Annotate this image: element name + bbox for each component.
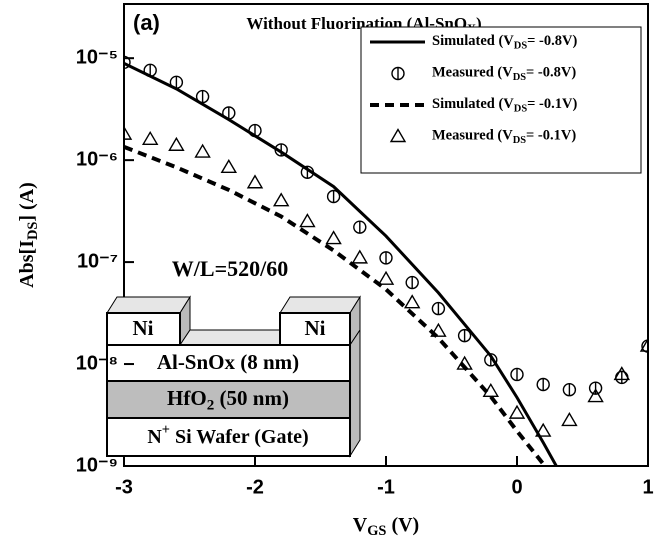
marker <box>194 143 211 158</box>
marker <box>639 337 648 352</box>
y-tick-label: 10⁻⁶ <box>76 148 118 170</box>
marker <box>613 366 631 381</box>
marker-ring <box>124 55 131 70</box>
marker <box>141 130 159 146</box>
marker <box>169 75 184 90</box>
marker <box>248 123 262 138</box>
marker <box>351 249 369 264</box>
marker <box>508 404 526 419</box>
panel-label: (a) <box>133 10 160 35</box>
series-line <box>124 61 558 466</box>
marker <box>403 294 421 309</box>
marker <box>246 174 264 189</box>
stack-side <box>349 328 361 458</box>
marker <box>431 301 446 316</box>
y-tick-label: 10⁻⁹ <box>76 454 118 476</box>
series-line <box>124 144 545 466</box>
y-tick-label: 10⁻⁷ <box>77 250 118 272</box>
inset-label: Al-SnOx (8 nm) <box>157 350 299 374</box>
marker <box>510 367 524 382</box>
marker <box>456 355 473 370</box>
marker <box>220 158 238 174</box>
marker <box>326 189 341 204</box>
marker <box>325 230 342 245</box>
marker <box>534 422 552 437</box>
gate-layer <box>106 417 351 457</box>
marker <box>377 270 395 285</box>
marker <box>379 251 393 265</box>
x-tick-label: -1 <box>377 476 395 498</box>
legend-label: Measured (VDS​= -0.8V) <box>432 65 576 83</box>
x-axis-label: VGS​ (V) <box>353 514 419 540</box>
marker <box>482 382 500 398</box>
y-tick-label: 10⁻⁸ <box>76 352 118 374</box>
x-tick-label: 1 <box>642 476 653 498</box>
marker <box>536 377 550 392</box>
marker <box>274 143 288 157</box>
x-tick-label: 0 <box>511 476 522 498</box>
ni-top <box>106 296 191 314</box>
marker <box>457 328 472 343</box>
x-tick-label: -3 <box>115 476 133 498</box>
marker <box>222 106 236 120</box>
marker-ring <box>641 339 648 353</box>
marker <box>124 55 131 70</box>
marker <box>391 66 405 81</box>
marker <box>168 136 185 151</box>
marker <box>561 412 578 427</box>
legend-label: Simulated (VDS​= -0.8V) <box>432 33 577 51</box>
inset-title: W/L=520/60 <box>172 256 288 281</box>
plot-area <box>124 55 648 466</box>
legend-label: Measured (VDS​= -0.1V) <box>432 128 576 146</box>
legend-label: Simulated (VDS​= -0.1V) <box>432 96 577 114</box>
device-inset: W/L=520/60 Ni Ni Al-SnOx (8 nm) HfO2​ (5… <box>106 256 361 458</box>
marker <box>562 383 577 397</box>
marker <box>300 165 315 179</box>
marker <box>405 275 419 290</box>
marker <box>484 353 498 367</box>
marker <box>195 89 210 104</box>
marker <box>389 128 407 143</box>
marker <box>641 339 648 353</box>
marker <box>430 322 447 337</box>
y-tick-label: 10⁻⁵ <box>76 46 118 68</box>
marker <box>587 388 604 403</box>
inset-label: Ni <box>305 316 326 340</box>
inset-label: HfO2​ (50 nm) <box>167 386 289 414</box>
marker <box>299 213 316 228</box>
inset-label: N+​ Si Wafer (Gate) <box>147 422 308 447</box>
legend-box <box>360 26 642 174</box>
y-axis-label: Abs[IDS​] (A) <box>16 182 42 288</box>
ni-top <box>279 296 361 314</box>
marker <box>615 370 629 385</box>
marker <box>353 220 367 234</box>
inset-label: Ni <box>133 316 154 340</box>
channel-top <box>179 329 281 346</box>
marker <box>272 192 290 207</box>
marker <box>124 125 133 140</box>
marker <box>143 63 157 78</box>
x-tick-label: -2 <box>246 476 264 498</box>
